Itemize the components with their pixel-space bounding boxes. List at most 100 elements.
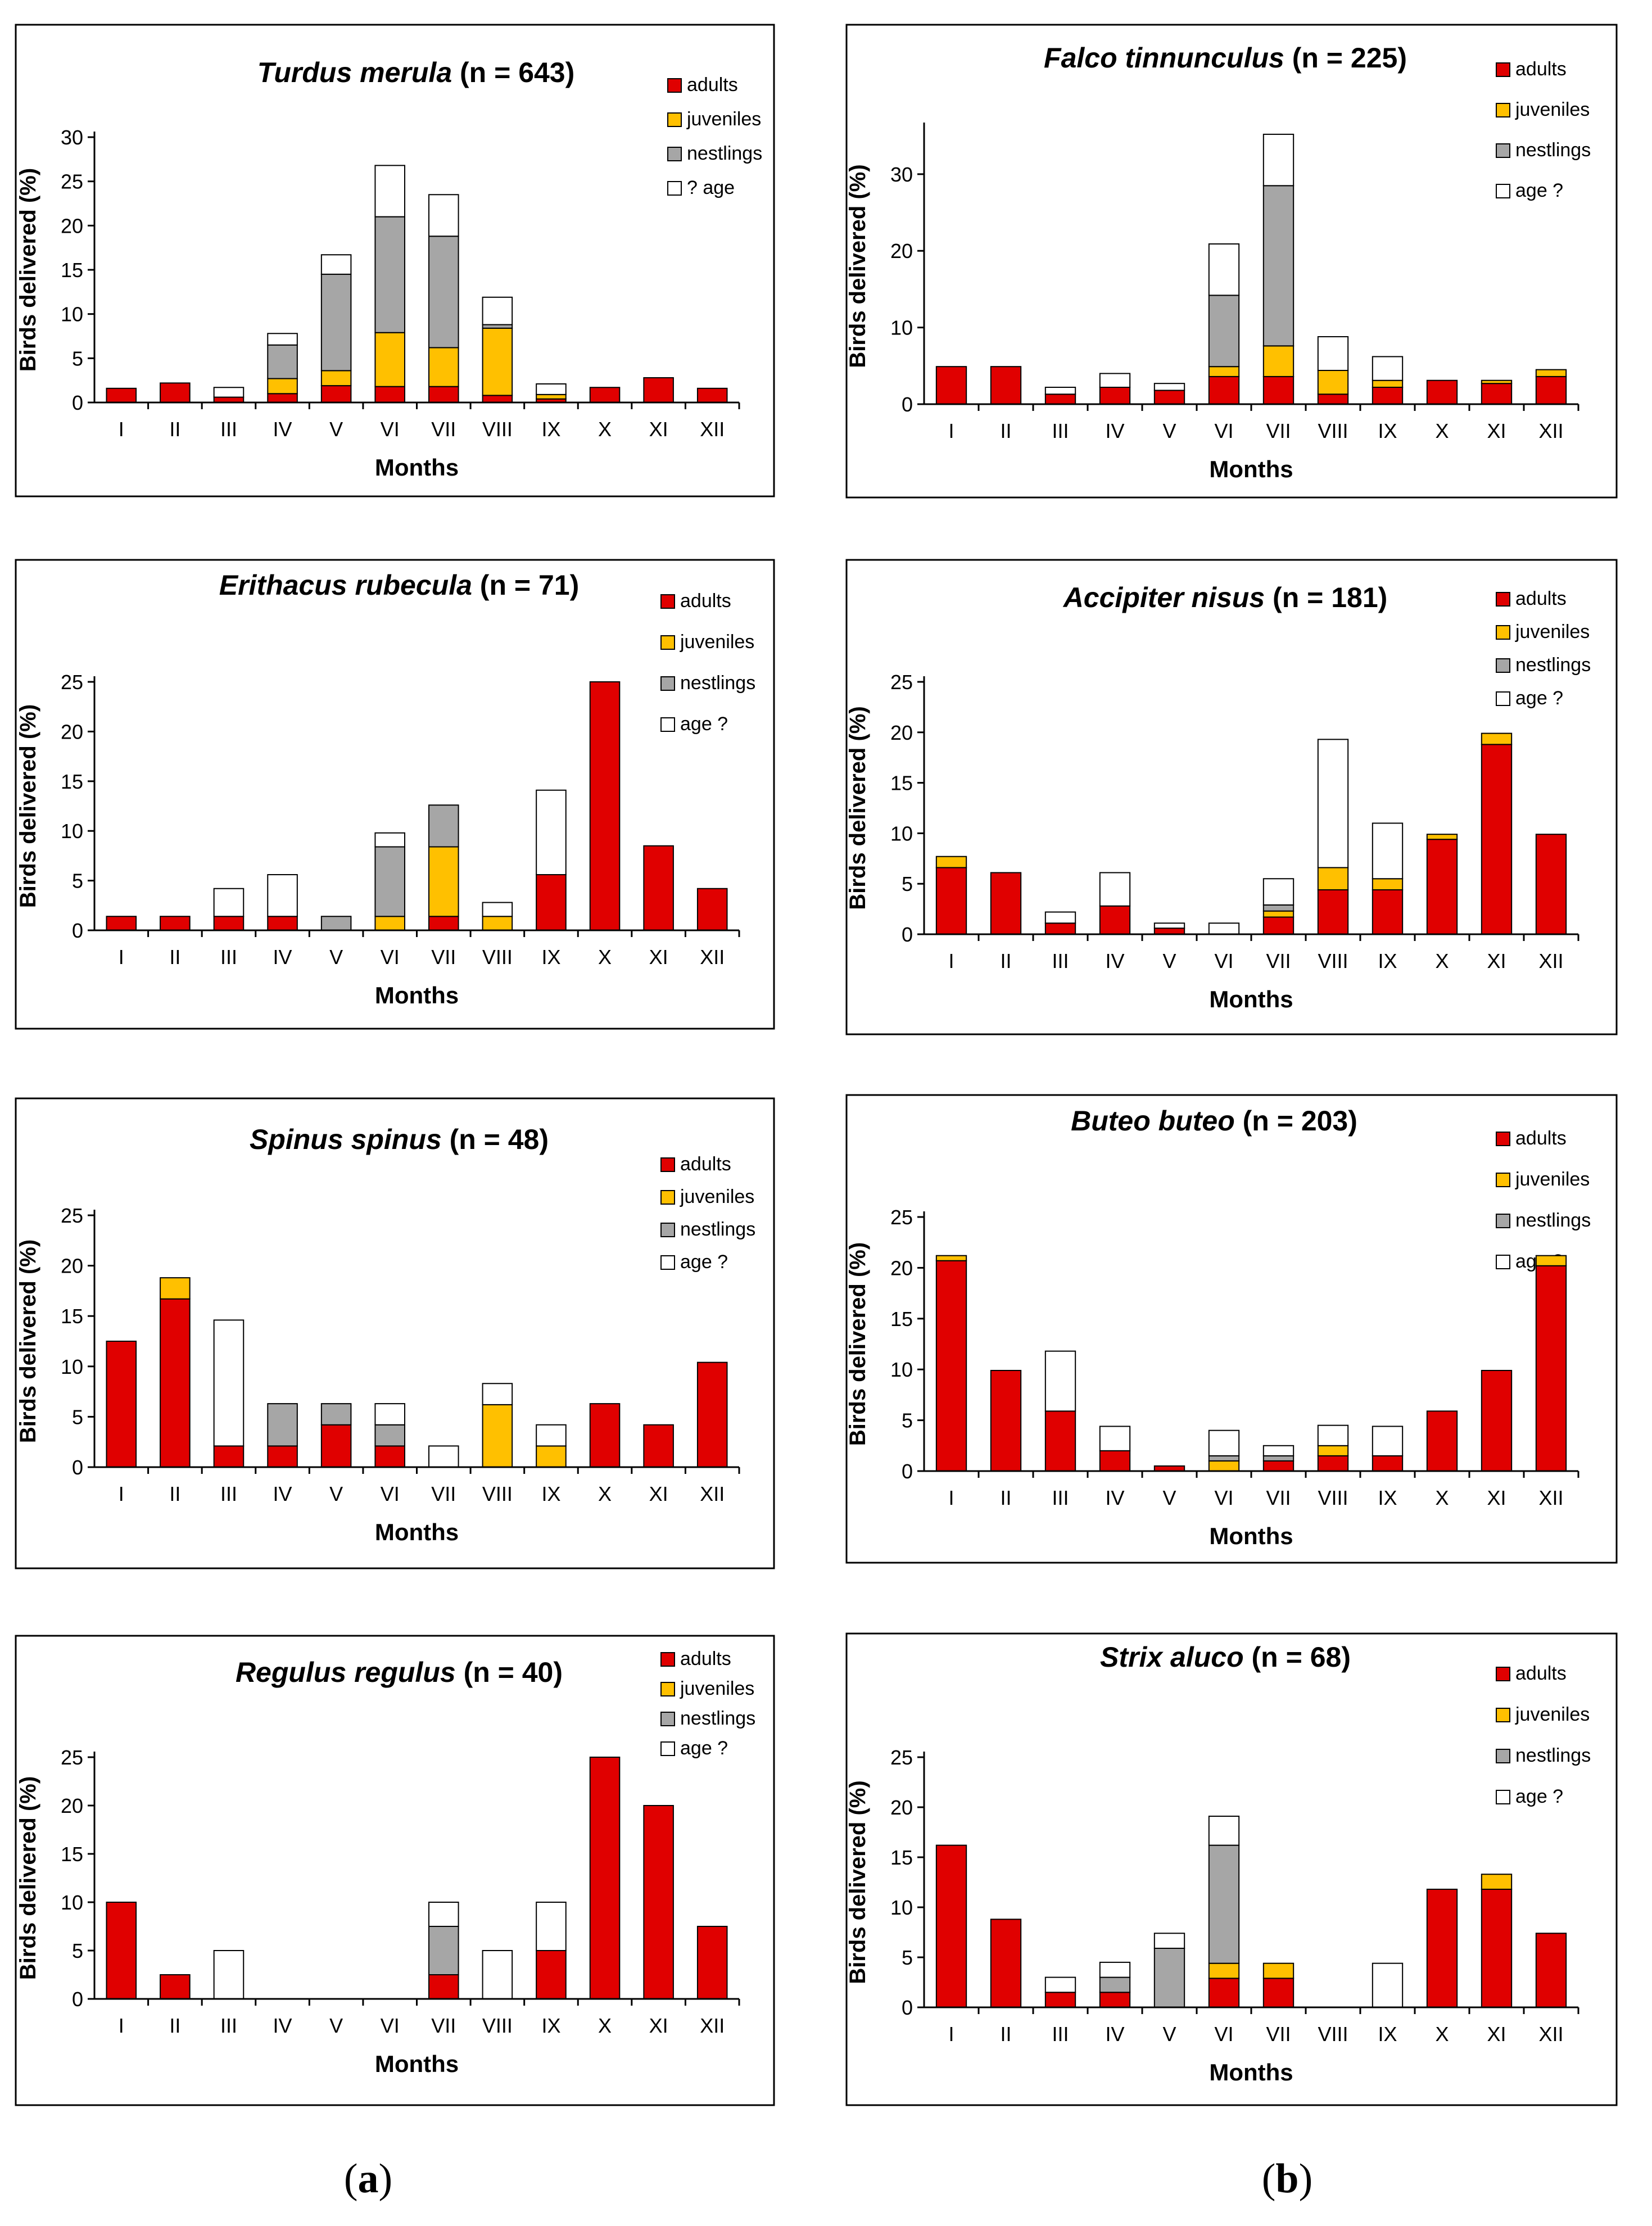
x-tick-label: II [1000,419,1011,442]
bar-adults-IX [1372,1455,1404,1472]
x-tick-label: IX [1378,2023,1397,2046]
bar-adults-I [935,1260,967,1472]
bar-nestlings-VI [374,216,405,333]
x-tick-label: X [1435,419,1449,442]
y-tick-label: 15 [61,1843,83,1866]
x-tick-label: III [1052,949,1069,972]
bar-adults-X [589,1757,621,1999]
x-tick-label: VII [431,945,456,969]
bar-age-VII [428,194,459,237]
x-tick-label: I [119,945,124,969]
x-tick-label: IX [541,2014,560,2037]
bar-nestlings-IV [267,1403,298,1447]
x-tick-label: V [329,945,343,969]
bar-adults-VII [428,916,459,931]
y-tick-label: 10 [890,1358,913,1381]
x-tick-label: III [1052,1486,1069,1509]
x-tick-label: IX [1378,1486,1397,1509]
x-tick-label: VIII [1318,949,1348,972]
x-tick-label: I [119,418,124,441]
legend-swatch-3 [660,676,675,691]
x-tick-label: X [1435,949,1449,972]
chart-title: Regulus regulus (n = 40) [236,1657,563,1688]
x-tick-label: X [1435,1486,1449,1509]
chart-panel-5: Spinus spinus (n = 48) adults juveniles nes… [15,1097,775,1569]
bar-adults-X [589,1403,621,1468]
x-axis-label: Months [375,1519,459,1545]
x-tick-label: XI [1487,949,1506,972]
y-tick-label: 5 [72,1939,83,1962]
bar-juveniles-I [935,856,967,868]
bar-age-V [1153,922,1185,929]
legend-label-4: age ? [680,713,728,735]
legend-swatch-2 [1496,103,1510,117]
legend-swatch-2 [660,635,675,650]
x-tick-label: XI [649,2014,668,2037]
x-tick-label: IV [1105,1486,1124,1509]
y-tick-label: 15 [890,1846,913,1869]
bar-juveniles-VIII [1317,369,1349,395]
bar-adults-II [990,366,1022,405]
bar-adults-XII [1535,375,1567,405]
x-tick-label: IV [1105,2023,1124,2046]
bar-age-VII [428,1902,459,1927]
y-tick-label: 10 [61,1355,83,1378]
bar-age-VII [1262,1445,1295,1456]
x-tick-label: II [1000,949,1011,972]
x-tick-label: XI [649,945,668,969]
x-tick-label: VIII [1318,1486,1348,1509]
y-tick-label: 5 [72,1405,83,1428]
legend-label-2: juveniles [1515,621,1590,643]
x-axis-label: Months [1209,456,1293,482]
x-tick-label: V [1162,949,1176,972]
bar-adults-X [1426,1410,1458,1472]
bar-adults-VII [428,386,459,403]
bar-adults-II [160,382,191,403]
bar-age-III [213,1319,245,1447]
legend-swatch-4 [667,181,682,196]
bar-adults-IV [267,1445,298,1468]
x-tick-label: V [1162,2023,1176,2046]
legend-label-3: nestlings [680,1219,755,1240]
bar-juveniles-XII [1535,1255,1567,1266]
y-axis-label: Birds delivered (%) [16,168,40,372]
x-tick-label: VI [1214,949,1233,972]
x-tick-label: IX [1378,419,1397,442]
legend-swatch-4 [660,1255,675,1270]
bar-adults-III [1044,1410,1076,1472]
x-tick-label: IX [1378,949,1397,972]
y-tick-label: 5 [902,872,913,895]
panel-label-a: (a) [344,2156,392,2202]
legend-label-4: age ? [1515,180,1563,201]
y-tick-label: 0 [72,1988,83,2011]
x-tick-label: VI [381,418,400,441]
x-tick-label: IV [273,945,292,969]
x-tick-label: V [1162,419,1176,442]
legend-label-1: adults [1515,1128,1567,1149]
bar-juveniles-VIII [482,327,513,396]
bar-nestlings-V [320,916,352,931]
x-tick-label: I [119,1482,124,1505]
bar-adults-XII [696,1926,728,1999]
bar-nestlings-VI [1208,295,1240,368]
bar-juveniles-VI [1208,366,1240,377]
x-tick-label: XI [1487,2023,1506,2046]
x-tick-label: VII [1266,2023,1291,2046]
bar-nestlings-VI [374,1424,405,1447]
legend-swatch-1 [1496,592,1510,607]
bar-juveniles-XI [1481,1874,1513,1890]
bar-adults-X [1426,379,1458,405]
bar-age-VI [374,832,405,848]
chart-title: Buteo buteo (n = 203) [1071,1105,1357,1137]
x-tick-label: X [598,945,612,969]
legend-swatch-1 [1496,62,1510,77]
y-tick-label: 10 [61,1891,83,1914]
chart-title: Turdus merula (n = 643) [257,57,575,88]
bar-adults-III [213,916,245,931]
bar-age-VIII [1317,739,1349,868]
bar-adults-III [1044,393,1076,405]
legend-swatch-3 [660,1712,675,1726]
bar-juveniles-IX [536,393,567,400]
legend-label-4: age ? [1515,1786,1563,1807]
bar-nestlings-VI [1208,1844,1240,1964]
